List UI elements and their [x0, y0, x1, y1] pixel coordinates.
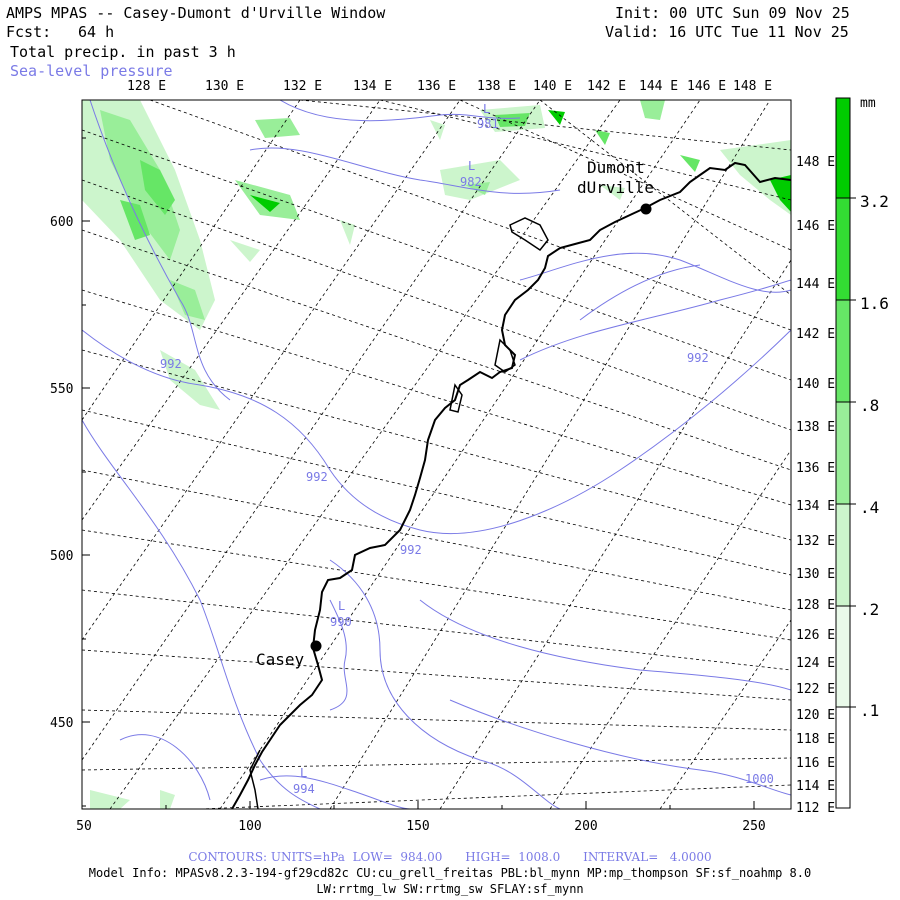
- right-lon-label: 118 E: [796, 732, 835, 747]
- right-lon-label: 136 E: [796, 461, 835, 476]
- colorbar-swatch-1.6: [836, 198, 850, 300]
- bottom-axis-label: 200: [574, 819, 597, 834]
- bottom-axis-label: 50: [76, 819, 92, 834]
- top-lon-label: 136 E: [417, 79, 456, 94]
- coastline-south: [249, 749, 261, 809]
- valid-time: Valid: 16 UTC Tue 11 Nov 25: [605, 23, 849, 41]
- colorbar-swatch-0.8: [836, 300, 850, 402]
- bottom-axis-label: 250: [742, 819, 765, 834]
- forecast-hours: 64 h: [78, 23, 115, 41]
- right-lon-label: 148 E: [796, 155, 835, 170]
- plot-area: [82, 100, 791, 809]
- init-time: Init: 00 UTC Sun 09 Nov 25: [615, 4, 850, 22]
- colorbar: mm 3.2 1.6 .8 .4 .2 .1: [835, 96, 889, 809]
- model-info: Model Info: MPASv8.2.3-194-gf29cd82c CU:…: [88, 866, 812, 880]
- right-lon-label: 122 E: [796, 682, 835, 697]
- physics-info: LW:rrtmg_lw SW:rrtmg_sw SFLAY:sf_mynn: [316, 882, 584, 896]
- precip-shading: [82, 100, 791, 809]
- top-lon-label: 130 E: [205, 79, 244, 94]
- bottom-axis-label: 100: [238, 819, 261, 834]
- low-center-label: L: [338, 599, 345, 613]
- colorbar-frame: [835, 97, 851, 809]
- right-lon-label: 120 E: [796, 708, 835, 723]
- right-lon-label: 124 E: [796, 656, 835, 671]
- right-lon-label: 128 E: [796, 598, 835, 613]
- colorbar-swatch-0.1: [836, 606, 850, 707]
- low-center-label: L: [483, 102, 490, 116]
- graticule: [82, 100, 791, 809]
- pressure-label: 992: [160, 357, 182, 371]
- coastline-inlet: [494, 338, 516, 373]
- pressure-label: 992: [306, 470, 328, 484]
- right-lon-label: 140 E: [796, 377, 835, 392]
- pressure-label: 981: [477, 117, 499, 131]
- colorbar-level: 3.2: [860, 192, 889, 211]
- colorbar-swatch-0.2: [836, 504, 850, 606]
- pressure-label: 982: [460, 175, 482, 189]
- low-center-label: L: [300, 766, 307, 780]
- right-lon-label: 112 E: [796, 801, 835, 816]
- pressure-contours: [82, 100, 791, 809]
- station-name: dUrville: [577, 178, 654, 197]
- colorbar-level: .1: [860, 701, 879, 720]
- bottom-axis-ticks: [81, 801, 755, 809]
- map-title: AMPS MPAS -- Casey-Dumont d'Urville Wind…: [6, 4, 386, 22]
- left-axis-ticks: [82, 137, 90, 807]
- colorbar-unit: mm: [860, 96, 876, 111]
- right-lon-label: 144 E: [796, 277, 835, 292]
- left-axis-label: 600: [50, 215, 73, 230]
- pressure-label: 1000: [745, 772, 774, 786]
- colorbar-swatch-0.4: [836, 402, 850, 504]
- right-lon-label: 126 E: [796, 628, 835, 643]
- dumont-durville-marker: [640, 203, 652, 215]
- top-lon-label: 146 E: [687, 79, 726, 94]
- right-lon-label: 138 E: [796, 420, 835, 435]
- left-axis-label: 500: [50, 549, 73, 564]
- field-name: Total precip. in past 3 h: [10, 43, 236, 61]
- right-lon-label: 130 E: [796, 567, 835, 582]
- top-lon-label: 140 E: [533, 79, 572, 94]
- plot-frame: [81, 99, 792, 810]
- right-lon-label: 146 E: [796, 219, 835, 234]
- top-lon-label: 128 E: [127, 79, 166, 94]
- contour-info: CONTOURS: UNITS=hPa LOW= 984.00 HIGH= 10…: [188, 850, 712, 864]
- top-lon-label: 144 E: [639, 79, 678, 94]
- right-lon-label: 132 E: [796, 534, 835, 549]
- pressure-label: 990: [330, 615, 352, 629]
- colorbar-level: .2: [860, 600, 879, 619]
- bottom-axis-label: 150: [406, 819, 429, 834]
- colorbar-level: 1.6: [860, 294, 889, 313]
- coastline-bay: [449, 383, 463, 413]
- low-center-label: L: [468, 159, 475, 173]
- right-lon-label: 142 E: [796, 327, 835, 342]
- colorbar-swatch-3.2: [836, 98, 850, 198]
- top-lon-label: 148 E: [733, 79, 772, 94]
- station-name: Dumont: [587, 158, 645, 177]
- colorbar-swatch-blank: [836, 707, 850, 808]
- left-axis-label: 550: [50, 382, 73, 397]
- coastline: [231, 161, 791, 809]
- overlay-name: Sea-level pressure: [10, 62, 173, 80]
- colorbar-level: .4: [860, 498, 879, 517]
- forecast-label: Fcst:: [6, 23, 52, 41]
- top-lon-label: 134 E: [353, 79, 392, 94]
- left-axis-label: 450: [50, 716, 73, 731]
- right-lon-label: 134 E: [796, 499, 835, 514]
- colorbar-level: .8: [860, 396, 879, 415]
- pressure-label: 992: [400, 543, 422, 557]
- top-lon-label: 132 E: [283, 79, 322, 94]
- right-lon-label: 116 E: [796, 756, 835, 771]
- pressure-label: 992: [687, 351, 709, 365]
- coastline-island: [509, 217, 549, 252]
- casey-marker: [310, 640, 322, 652]
- right-lon-label: 114 E: [796, 779, 835, 794]
- top-lon-label: 142 E: [587, 79, 626, 94]
- top-lon-label: 138 E: [477, 79, 516, 94]
- pressure-label: 994: [293, 782, 315, 796]
- station-name: Casey: [256, 650, 305, 669]
